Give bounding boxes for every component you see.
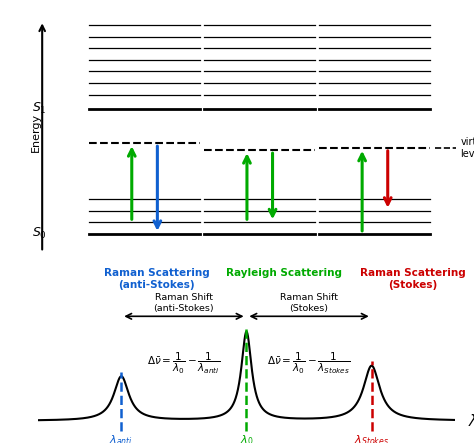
Text: Raman Scattering
(anti-Stokes): Raman Scattering (anti-Stokes) <box>103 268 210 290</box>
Text: virtual
levels: virtual levels <box>460 137 474 159</box>
Text: $\lambda_0$: $\lambda_0$ <box>240 433 253 443</box>
Text: Raman Scattering
(Stokes): Raman Scattering (Stokes) <box>359 268 465 290</box>
Text: Rayleigh Scattering: Rayleigh Scattering <box>227 268 342 278</box>
Text: $S_1$: $S_1$ <box>32 101 46 116</box>
Text: $\Delta\bar{\nu} = \dfrac{1}{\lambda_0} - \dfrac{1}{\lambda_{Stokes}}$: $\Delta\bar{\nu} = \dfrac{1}{\lambda_0} … <box>267 351 351 376</box>
Text: $\lambda_{Stokes}$: $\lambda_{Stokes}$ <box>354 433 389 443</box>
Text: Raman Shift
(Stokes): Raman Shift (Stokes) <box>280 293 338 313</box>
Text: $S_0$: $S_0$ <box>31 226 46 241</box>
Text: $\lambda_{anti}$: $\lambda_{anti}$ <box>109 433 133 443</box>
Text: $\Delta\bar{\nu} = \dfrac{1}{\lambda_0} - \dfrac{1}{\lambda_{anti}}$: $\Delta\bar{\nu} = \dfrac{1}{\lambda_0} … <box>147 351 220 376</box>
Text: $\lambda$: $\lambda$ <box>467 413 474 429</box>
Text: Raman Shift
(anti-Stokes): Raman Shift (anti-Stokes) <box>154 293 214 313</box>
Text: Energy: Energy <box>31 113 41 152</box>
